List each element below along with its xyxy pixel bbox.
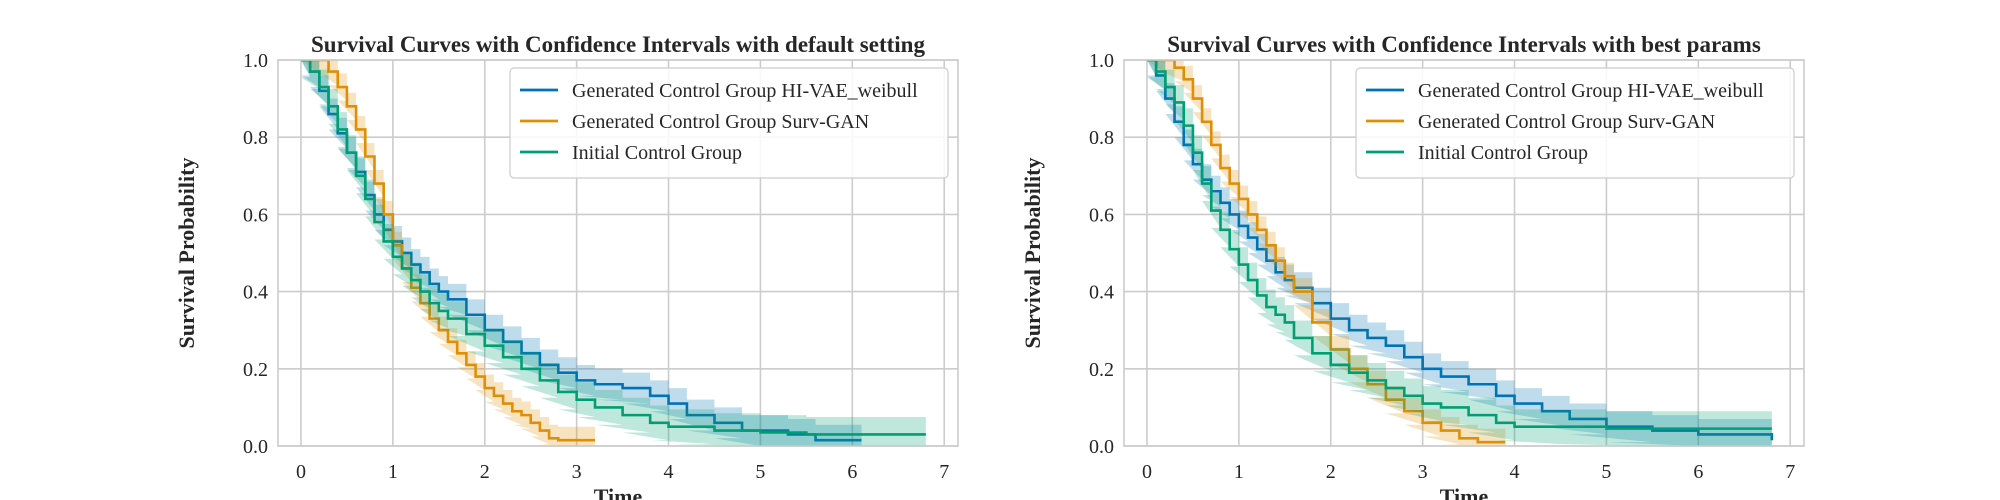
x-tick-label: 7 bbox=[1785, 461, 1795, 483]
legend: Generated Control Group HI-VAE_weibull Ge… bbox=[1355, 67, 1795, 179]
x-tick-label: 1 bbox=[1234, 461, 1244, 483]
chart-panel-2: 0 1 2 3 4 5 6 7 0.0 0.2 0.4 0.6 0.8 1.0 Survival Curve… bbox=[1020, 32, 1805, 500]
plot-area bbox=[300, 60, 926, 446]
legend-label-3: Initial Control Group bbox=[572, 142, 742, 164]
x-axis-label: Time bbox=[1440, 484, 1489, 500]
legend-box bbox=[509, 67, 949, 179]
x-tick-label: 3 bbox=[1418, 461, 1428, 483]
survival-line-series-2 bbox=[1146, 60, 1506, 444]
chart-title: Survival Curves with Confidence Interval… bbox=[1167, 32, 1761, 57]
x-tick-label: 6 bbox=[1693, 461, 1703, 483]
ci-band-series-1 bbox=[300, 60, 862, 446]
legend-label-2: Generated Control Group Surv-GAN bbox=[572, 111, 869, 133]
y-tick-label: 0.8 bbox=[243, 127, 268, 149]
x-tick-label: 4 bbox=[664, 461, 674, 483]
y-tick-label: 0.4 bbox=[243, 282, 268, 304]
x-tick-label: 5 bbox=[755, 461, 765, 483]
x-tick-label: 6 bbox=[847, 461, 857, 483]
y-tick-label: 1.0 bbox=[243, 50, 268, 72]
ci-band-series-3 bbox=[1146, 60, 1772, 446]
ci-band-series-1 bbox=[1146, 60, 1772, 446]
x-tick-label: 0 bbox=[1142, 461, 1152, 483]
y-tick-label: 0.2 bbox=[1089, 359, 1114, 381]
y-axis-label: Survival Probability bbox=[1020, 158, 1045, 349]
x-tick-label: 4 bbox=[1510, 461, 1520, 483]
y-tick-label: 0.0 bbox=[1089, 436, 1114, 458]
y-tick-label: 0.0 bbox=[243, 436, 268, 458]
legend: Generated Control Group HI-VAE_weibull Ge… bbox=[509, 67, 949, 179]
y-tick-label: 0.2 bbox=[243, 359, 268, 381]
y-tick-label: 0.4 bbox=[1089, 282, 1114, 304]
x-tick-label: 2 bbox=[1326, 461, 1336, 483]
chart-panel-1: 0 1 2 3 4 5 6 7 0.0 0.2 0.4 0.6 0.8 1.0 Survival Curve… bbox=[174, 32, 959, 500]
survival-line-series-2 bbox=[300, 60, 596, 442]
survival-line-series-3 bbox=[1146, 60, 1772, 430]
chart-title: Survival Curves with Confidence Interval… bbox=[311, 32, 925, 57]
plot-frame bbox=[277, 59, 959, 447]
legend-box bbox=[1355, 67, 1795, 179]
legend-label-2: Generated Control Group Surv-GAN bbox=[1418, 111, 1715, 133]
plot-area bbox=[1146, 60, 1774, 446]
x-tick-label: 5 bbox=[1601, 461, 1611, 483]
x-tick-label: 3 bbox=[572, 461, 582, 483]
legend-label-1: Generated Control Group HI-VAE_weibull bbox=[1418, 80, 1764, 102]
plot-frame bbox=[1123, 59, 1805, 447]
y-axis-label: Survival Probability bbox=[174, 158, 199, 349]
x-tick-label: 2 bbox=[480, 461, 490, 483]
y-tick-label: 0.6 bbox=[1089, 204, 1114, 226]
survival-line-series-3 bbox=[300, 60, 926, 436]
y-tick-label: 1.0 bbox=[1089, 50, 1114, 72]
legend-label-1: Generated Control Group HI-VAE_weibull bbox=[572, 80, 918, 102]
legend-label-3: Initial Control Group bbox=[1418, 142, 1588, 164]
y-tick-label: 0.8 bbox=[1089, 127, 1114, 149]
x-tick-label: 1 bbox=[388, 461, 398, 483]
x-axis-label: Time bbox=[594, 484, 643, 500]
x-tick-label: 7 bbox=[939, 461, 949, 483]
x-tick-label: 0 bbox=[296, 461, 306, 483]
y-tick-label: 0.6 bbox=[243, 204, 268, 226]
